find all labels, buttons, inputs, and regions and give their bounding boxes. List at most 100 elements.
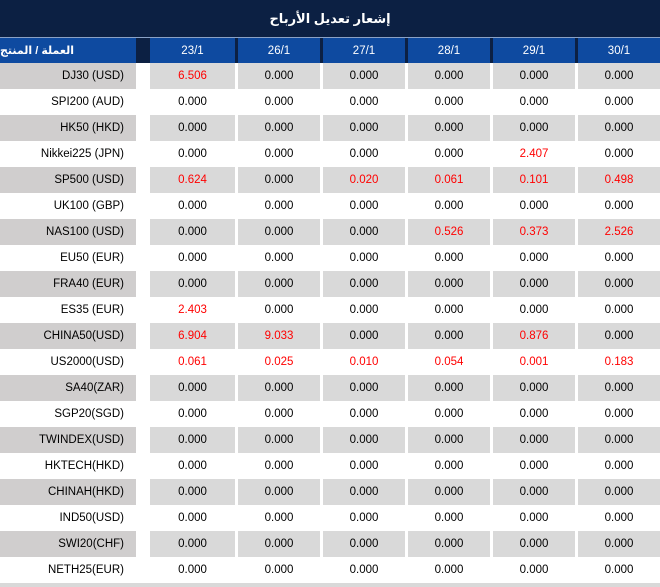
value-cell: 0.000 — [320, 297, 405, 323]
value-cell: 0.000 — [405, 141, 490, 167]
table-row: US2000(USD) 0.061 0.025 0.010 0.054 0.00… — [0, 349, 660, 375]
value-cell: 0.000 — [490, 401, 575, 427]
product-name-cell: FRA40 (EUR) — [0, 271, 136, 297]
value-cell: 0.000 — [575, 89, 660, 115]
column-gutter — [136, 141, 150, 167]
value-cell: 0.000 — [320, 63, 405, 89]
value-cell: 0.000 — [405, 375, 490, 401]
column-gutter — [136, 219, 150, 245]
value-cell: 0.000 — [235, 193, 320, 219]
value-cell: 0.000 — [575, 141, 660, 167]
value-cell: 0.000 — [575, 323, 660, 349]
value-cell: 0.000 — [150, 141, 235, 167]
value-cell: 0.000 — [405, 401, 490, 427]
value-cell: 0.000 — [405, 323, 490, 349]
column-header-date-2: 26/1 — [235, 38, 320, 63]
value-cell: 0.000 — [320, 375, 405, 401]
value-cell: 0.000 — [150, 219, 235, 245]
table-row: SGP20(SGD) 0.000 0.000 0.000 0.000 0.000… — [0, 401, 660, 427]
value-cell: 0.000 — [150, 401, 235, 427]
product-name-cell: SA40(ZAR) — [0, 375, 136, 401]
product-name-cell: TWINDEX(USD) — [0, 427, 136, 453]
product-name-cell: CHINA50(USD) — [0, 323, 136, 349]
value-cell: 0.000 — [405, 89, 490, 115]
table-row: SWI20(CHF) 0.000 0.000 0.000 0.000 0.000… — [0, 531, 660, 557]
value-cell: 0.000 — [575, 401, 660, 427]
product-name-cell: NAS100 (USD) — [0, 219, 136, 245]
value-cell: 0.000 — [405, 115, 490, 141]
product-name-cell: NETH25(EUR) — [0, 557, 136, 583]
column-gutter — [136, 375, 150, 401]
value-cell: 0.000 — [490, 531, 575, 557]
value-cell: 0.000 — [575, 297, 660, 323]
value-cell: 0.000 — [320, 427, 405, 453]
value-cell: 0.000 — [235, 505, 320, 531]
column-gutter — [136, 505, 150, 531]
value-cell: 0.000 — [405, 193, 490, 219]
value-cell: 0.000 — [405, 557, 490, 583]
value-cell: 0.000 — [235, 245, 320, 271]
table-row: UK100 (GBP) 0.000 0.000 0.000 0.000 0.00… — [0, 193, 660, 219]
value-cell: 0.876 — [490, 323, 575, 349]
value-cell: 0.000 — [235, 557, 320, 583]
value-cell: 0.000 — [405, 63, 490, 89]
value-cell: 0.000 — [405, 479, 490, 505]
value-cell: 0.000 — [575, 531, 660, 557]
value-cell: 0.000 — [235, 115, 320, 141]
column-gutter — [136, 531, 150, 557]
value-cell: 0.061 — [405, 167, 490, 193]
product-name-cell: Nikkei225 (JPN) — [0, 141, 136, 167]
value-cell: 0.025 — [235, 349, 320, 375]
value-cell: 0.000 — [575, 115, 660, 141]
table-row: NETH25(EUR) 0.000 0.000 0.000 0.000 0.00… — [0, 557, 660, 583]
value-cell: 0.000 — [320, 193, 405, 219]
value-cell: 0.000 — [320, 453, 405, 479]
value-cell: 0.000 — [490, 63, 575, 89]
column-header-date-1: 23/1 — [150, 38, 235, 63]
value-cell: 0.000 — [320, 141, 405, 167]
product-name-cell: SPI200 (AUD) — [0, 89, 136, 115]
value-cell: 0.000 — [320, 219, 405, 245]
value-cell: 0.101 — [490, 167, 575, 193]
value-cell: 0.000 — [490, 245, 575, 271]
value-cell: 0.020 — [320, 167, 405, 193]
value-cell: 0.526 — [405, 219, 490, 245]
value-cell: 0.000 — [490, 453, 575, 479]
value-cell: 2.526 — [575, 219, 660, 245]
product-name-cell: SWI20(CHF) — [0, 531, 136, 557]
value-cell: 0.000 — [320, 479, 405, 505]
value-cell: 0.000 — [235, 141, 320, 167]
value-cell: 0.000 — [320, 323, 405, 349]
product-name-cell: DJ30 (USD) — [0, 63, 136, 89]
value-cell: 2.407 — [490, 141, 575, 167]
value-cell: 0.624 — [150, 167, 235, 193]
table-row: Nikkei225 (JPN) 0.000 0.000 0.000 0.000 … — [0, 141, 660, 167]
table-row: EU50 (EUR) 0.000 0.000 0.000 0.000 0.000… — [0, 245, 660, 271]
header-column-gutter — [136, 38, 150, 63]
value-cell: 0.010 — [320, 349, 405, 375]
column-header-date-5: 29/1 — [490, 38, 575, 63]
value-cell: 0.000 — [235, 375, 320, 401]
column-gutter — [136, 89, 150, 115]
value-cell: 0.000 — [490, 297, 575, 323]
value-cell: 0.000 — [575, 505, 660, 531]
value-cell: 0.000 — [235, 167, 320, 193]
value-cell: 0.000 — [150, 193, 235, 219]
value-cell: 0.000 — [320, 115, 405, 141]
value-cell: 0.000 — [405, 271, 490, 297]
page-title: إشعار تعديل الأرباح — [0, 0, 660, 38]
value-cell: 0.000 — [490, 505, 575, 531]
table-row: IND50(USD) 0.000 0.000 0.000 0.000 0.000… — [0, 505, 660, 531]
table-row: FRA40 (EUR) 0.000 0.000 0.000 0.000 0.00… — [0, 271, 660, 297]
column-gutter — [136, 271, 150, 297]
value-cell: 0.000 — [235, 63, 320, 89]
product-name-cell: CHINAH(HKD) — [0, 479, 136, 505]
column-gutter — [136, 479, 150, 505]
table-row: HKTECH(HKD) 0.000 0.000 0.000 0.000 0.00… — [0, 453, 660, 479]
value-cell: 0.000 — [575, 63, 660, 89]
table-body: DJ30 (USD) 6.506 0.000 0.000 0.000 0.000… — [0, 63, 660, 583]
column-gutter — [136, 453, 150, 479]
value-cell: 0.000 — [490, 89, 575, 115]
table-row: ES35 (EUR) 2.403 0.000 0.000 0.000 0.000… — [0, 297, 660, 323]
table-row: NAS100 (USD) 0.000 0.000 0.000 0.526 0.3… — [0, 219, 660, 245]
